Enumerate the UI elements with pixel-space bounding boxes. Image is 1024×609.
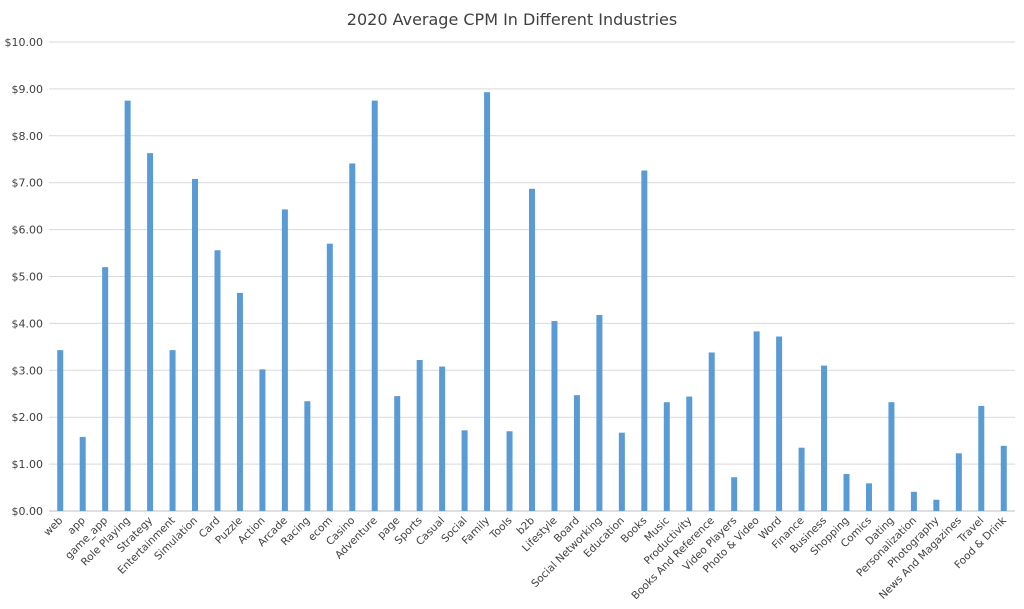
bar — [192, 178, 199, 511]
bar — [798, 447, 805, 511]
bars — [57, 92, 1007, 512]
bar — [461, 430, 468, 511]
bar — [753, 331, 760, 511]
bar — [933, 499, 940, 511]
y-tick-label: $8.00 — [12, 130, 44, 143]
bar — [326, 243, 333, 512]
bar — [573, 395, 580, 511]
bar — [731, 477, 738, 511]
x-tick-label: web — [42, 514, 66, 538]
bar — [484, 92, 491, 512]
y-tick-label: $2.00 — [12, 411, 44, 424]
bar — [821, 365, 828, 511]
y-tick-label: $9.00 — [12, 83, 44, 96]
bar — [641, 170, 648, 511]
bar — [843, 473, 850, 511]
bar — [865, 483, 872, 511]
bar — [371, 100, 378, 512]
x-tick-label: Tools — [487, 515, 514, 542]
y-axis-tick-labels: $0.00 $1.00 $2.00 $3.00 $4.00 $5.00 $6.00 $7.00… — [5, 36, 44, 518]
bar — [663, 402, 670, 511]
bar — [439, 366, 446, 511]
bar — [708, 352, 715, 511]
bar — [349, 163, 356, 511]
bar — [955, 453, 962, 511]
bar — [416, 359, 423, 511]
bar — [79, 436, 86, 511]
bar — [259, 369, 266, 511]
y-tick-label: $7.00 — [12, 177, 44, 190]
bar — [236, 292, 243, 511]
bar — [618, 432, 625, 511]
bar — [910, 491, 917, 511]
y-tick-label: $6.00 — [12, 224, 44, 237]
bar — [506, 431, 513, 511]
bar — [888, 402, 895, 511]
bar — [529, 188, 535, 512]
y-tick-label: $5.00 — [12, 271, 44, 284]
bar — [596, 314, 603, 511]
y-tick-label: $0.00 — [12, 505, 44, 518]
bar — [147, 153, 154, 511]
y-tick-label: $4.00 — [12, 317, 44, 330]
bar — [281, 209, 288, 511]
y-tick-label: $10.00 — [5, 36, 44, 49]
chart-title: 2020 Average CPM In Different Industries — [346, 10, 678, 29]
bar — [394, 396, 401, 511]
bar — [102, 267, 109, 511]
bar — [304, 401, 311, 511]
bar — [169, 350, 176, 511]
y-tick-label: $1.00 — [12, 458, 44, 471]
bar — [1000, 445, 1007, 511]
y-tick-label: $3.00 — [12, 364, 44, 377]
bar — [776, 336, 783, 511]
bar — [57, 350, 64, 511]
bar — [978, 405, 985, 511]
bar — [124, 100, 131, 512]
bar — [686, 396, 693, 511]
bar — [214, 250, 221, 512]
x-tick-label: Books — [619, 515, 650, 546]
bar — [551, 321, 558, 511]
